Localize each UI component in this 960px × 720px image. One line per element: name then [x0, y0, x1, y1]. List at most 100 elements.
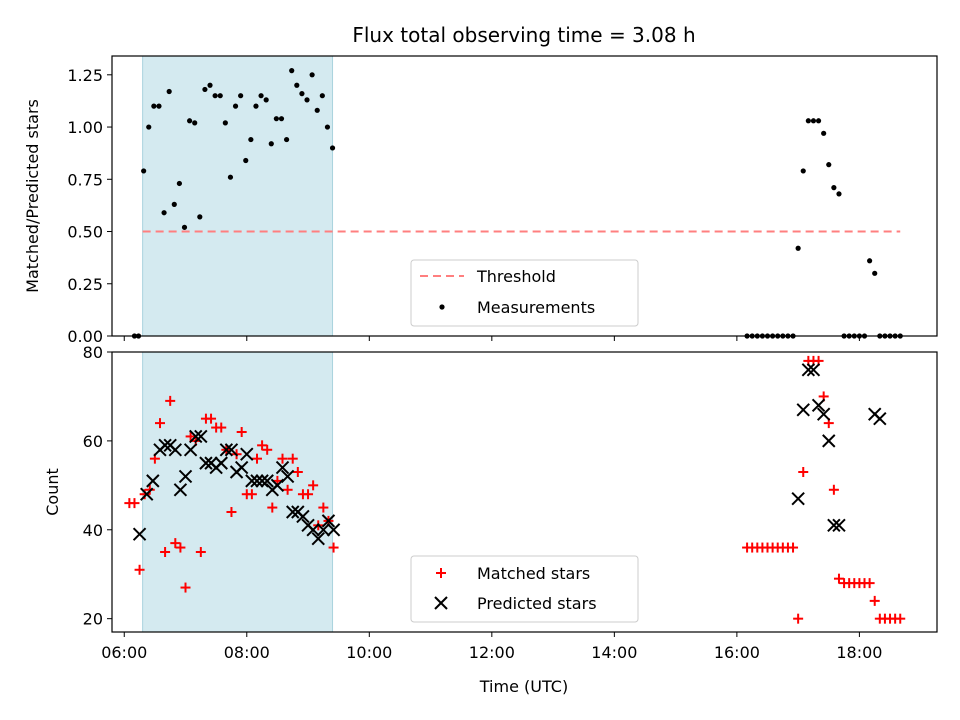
y-tick-label: 0.25: [67, 275, 103, 294]
measurement-point: [805, 118, 811, 124]
predicted-star-point: [245, 474, 259, 488]
matched-star-point: [185, 431, 196, 442]
matched-star-point: [864, 578, 875, 589]
measurement-point: [836, 191, 842, 197]
predicted-star-point: [199, 456, 213, 470]
matched-star-point: [257, 440, 268, 451]
predicted-star-point: [275, 460, 290, 475]
matched-star-point: [308, 480, 319, 491]
matched-star-point: [267, 502, 278, 513]
measurement-point: [212, 93, 218, 99]
measurement-point: [314, 107, 320, 113]
predicted-star-point: [796, 403, 810, 417]
predicted-star-point: [832, 518, 846, 533]
matched-star-point: [216, 422, 227, 433]
matched-star-point: [180, 582, 191, 593]
predicted-star-points: [132, 363, 887, 546]
matched-star-point: [195, 547, 206, 557]
measurement-point: [156, 103, 162, 109]
predicted-star-point: [827, 518, 841, 533]
predicted-star-point: [168, 443, 183, 457]
measurement-point: [872, 270, 878, 276]
matched-star-point: [165, 395, 176, 406]
predicted-star-point: [326, 523, 341, 537]
measurement-point: [273, 116, 279, 122]
x-tick-label: 16:00: [714, 643, 760, 662]
measurement-point: [309, 72, 315, 78]
predicted-star-point: [811, 398, 826, 413]
bottom-legend[interactable]: Matched stars Predicted stars: [410, 555, 639, 623]
matched-star-point: [833, 573, 844, 584]
matched-star-point: [798, 467, 809, 477]
x-tick-label: 18:00: [836, 643, 882, 662]
matched-star-point: [895, 613, 906, 624]
measurement-point: [227, 174, 234, 180]
predicted-star-point: [816, 407, 831, 421]
matched-star-point: [303, 489, 314, 500]
matched-star-point: [154, 418, 165, 429]
y-tick-label: 80: [83, 343, 103, 362]
measurement-point: [283, 136, 290, 143]
bottom-y-axis-label: Count: [43, 468, 62, 516]
predicted-star-point: [791, 491, 805, 506]
predicted-star-point: [822, 434, 836, 448]
predicted-star-point: [194, 429, 208, 444]
predicted-star-point: [806, 363, 821, 377]
measurement-point: [795, 245, 801, 251]
bottom-y-ticks: 20 40 60 80: [83, 343, 112, 629]
predicted-star-point: [286, 505, 300, 519]
matched-star-point: [262, 444, 273, 455]
measurement-points: [131, 68, 903, 339]
measurement-point: [800, 168, 806, 174]
predicted-star-point: [296, 509, 310, 524]
predicted-star-point: [219, 443, 234, 457]
matched-star-point: [160, 547, 171, 557]
measurement-point: [329, 145, 336, 151]
matched-star-point: [788, 542, 799, 553]
measurement-point: [263, 97, 269, 103]
predicted-star-point: [214, 456, 228, 470]
measurement-point: [324, 124, 331, 130]
measurement-point: [248, 136, 254, 143]
measurement-point: [831, 185, 837, 191]
matched-star-point: [206, 413, 217, 424]
chart-title: Flux total observing time = 3.08 h: [352, 23, 695, 47]
matched-star-point: [828, 484, 839, 495]
measurement-point: [207, 82, 213, 88]
predicted-legend-swatch: [434, 596, 448, 610]
y-tick-label: 0.75: [67, 170, 103, 189]
y-tick-label: 0.00: [67, 327, 103, 346]
matched-star-point: [251, 453, 262, 464]
x-tick-label: 08:00: [224, 643, 270, 662]
measurement-point: [815, 118, 822, 124]
y-tick-label: 60: [83, 432, 103, 451]
x-tick-label: 14:00: [591, 643, 637, 662]
matched-star-point: [134, 564, 145, 575]
predicted-star-point: [260, 474, 274, 488]
top-x-ticks: [123, 336, 860, 341]
x-tick-label: 10:00: [346, 643, 392, 662]
matched-star-point: [226, 507, 237, 517]
top-legend[interactable]: Threshold Measurements: [410, 259, 639, 327]
matched-star-point: [129, 498, 140, 509]
measurement-point: [232, 103, 239, 109]
matched-star-point: [282, 484, 293, 495]
predicted-star-point: [146, 474, 160, 488]
measurement-point: [319, 93, 325, 99]
measurement-point: [826, 162, 832, 168]
measurement-point: [171, 201, 177, 207]
predicted-star-point: [224, 443, 239, 457]
top-panel: Flux total observing time = 3.08 h 0.00 0…: [23, 23, 938, 346]
measurement-point: [278, 116, 285, 122]
top-y-ticks: 0.00 0.25 0.50 0.75 1.00 1.25: [67, 66, 112, 346]
bottom-legend-frame: [410, 555, 639, 623]
predicted-star-point: [158, 438, 172, 453]
threshold-legend-label: Threshold: [476, 267, 556, 286]
predicted-star-point: [183, 443, 198, 457]
measurement-point: [151, 103, 157, 109]
matched-legend-swatch: [436, 568, 446, 578]
predicted-legend-label: Predicted stars: [477, 594, 597, 613]
measurement-point: [243, 157, 249, 164]
measurement-point: [192, 120, 198, 126]
